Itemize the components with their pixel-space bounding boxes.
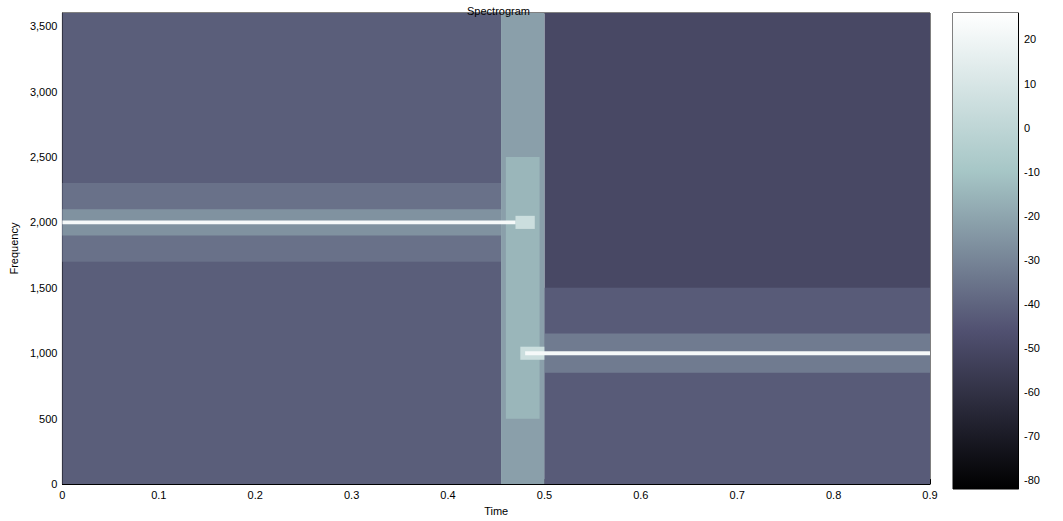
svg-text:Frequency: Frequency	[8, 222, 20, 274]
svg-text:0.5: 0.5	[537, 489, 552, 501]
svg-text:0: 0	[1024, 122, 1030, 134]
svg-text:10: 10	[1024, 78, 1036, 90]
svg-text:20: 20	[1024, 33, 1036, 45]
svg-text:-30: -30	[1024, 254, 1040, 266]
svg-text:0.4: 0.4	[440, 489, 455, 501]
svg-text:0.2: 0.2	[248, 489, 263, 501]
svg-text:500: 500	[39, 413, 57, 425]
svg-text:0.3: 0.3	[344, 489, 359, 501]
svg-text:0.6: 0.6	[633, 489, 648, 501]
svg-text:-20: -20	[1024, 210, 1040, 222]
svg-text:0.7: 0.7	[730, 489, 745, 501]
svg-text:-50: -50	[1024, 342, 1040, 354]
svg-text:0: 0	[59, 489, 65, 501]
svg-text:3,000: 3,000	[30, 86, 58, 98]
svg-text:-70: -70	[1024, 430, 1040, 442]
svg-text:Spectrogram: Spectrogram	[467, 5, 530, 17]
svg-text:0.9: 0.9	[922, 489, 937, 501]
svg-text:Time: Time	[484, 505, 508, 517]
svg-text:1,500: 1,500	[30, 282, 58, 294]
svg-text:0.8: 0.8	[826, 489, 841, 501]
svg-text:-10: -10	[1024, 166, 1040, 178]
svg-text:-40: -40	[1024, 298, 1040, 310]
svg-text:0: 0	[51, 478, 57, 490]
svg-text:3,500: 3,500	[30, 20, 58, 32]
svg-text:2,500: 2,500	[30, 151, 58, 163]
svg-text:1,000: 1,000	[30, 347, 58, 359]
svg-text:-60: -60	[1024, 386, 1040, 398]
svg-text:2,000: 2,000	[30, 216, 58, 228]
svg-text:0.1: 0.1	[151, 489, 166, 501]
svg-text:-80: -80	[1024, 474, 1040, 486]
